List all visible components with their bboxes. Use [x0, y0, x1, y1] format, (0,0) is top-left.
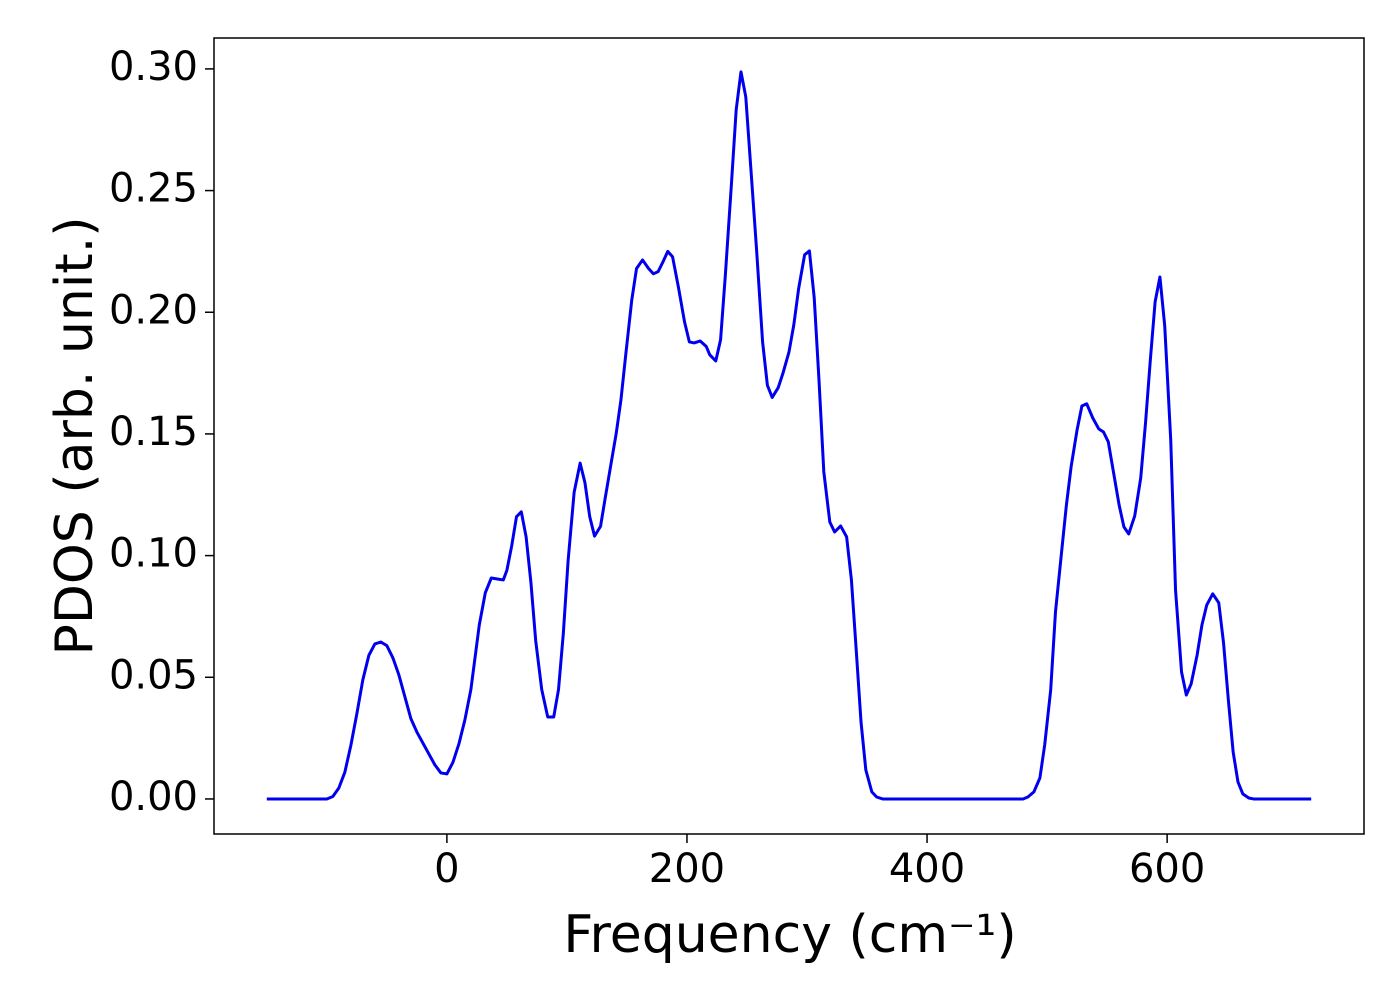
x-tick-label: 200 — [649, 846, 725, 892]
x-tick-label: 600 — [1129, 846, 1205, 892]
y-tick-label: 0.25 — [109, 166, 198, 212]
x-tick-label: 0 — [434, 846, 459, 892]
y-tick-label: 0.20 — [109, 287, 198, 333]
y-tick-label: 0.30 — [109, 44, 198, 90]
x-tick-label: 400 — [889, 846, 965, 892]
y-tick-label: 0.10 — [109, 531, 198, 577]
y-tick-label: 0.05 — [109, 652, 198, 698]
y-tick-label: 0.00 — [109, 774, 198, 820]
data-line — [266, 70, 1312, 801]
x-axis-label: Frequency (cm⁻¹) — [563, 905, 1016, 965]
y-tick-label: 0.15 — [109, 409, 198, 455]
y-axis-label: PDOS (arb. unit.) — [45, 216, 105, 655]
plot-frame — [213, 37, 1365, 835]
